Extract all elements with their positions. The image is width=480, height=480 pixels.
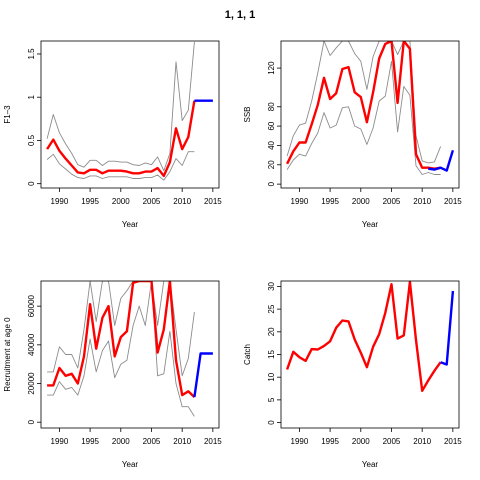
panel-3: 1990 1995 2000 2005 2010 2015 0 20000 40000 60000… [3, 280, 222, 469]
y-axis-label: Recruitment at age 0 [3, 317, 12, 392]
x-tick-label: 1990 [291, 197, 309, 206]
x-tick-label: 1995 [81, 437, 99, 446]
y-tick-label: 0.5 [27, 134, 36, 146]
plot-frame [40, 40, 220, 189]
x-tick-label: 2015 [204, 437, 222, 446]
y-tick-label: 20 [267, 160, 276, 169]
x-tick-label: 1995 [321, 437, 339, 446]
x-tick-label: 1990 [291, 437, 309, 446]
y-tick-label: 120 [267, 61, 276, 75]
x-tick-label: 2015 [444, 197, 462, 206]
x-tick-label: 2010 [413, 197, 431, 206]
series-line-estimate [285, 281, 442, 392]
x-tick-label: 2000 [352, 197, 370, 206]
x-tick-label: 2005 [383, 437, 401, 446]
y-tick-label: 0 [267, 181, 276, 186]
series-line-upper [47, 281, 195, 377]
y-tick-label: 20000 [27, 372, 36, 395]
x-tick-label: 1990 [51, 197, 69, 206]
x-tick-label: 2000 [112, 197, 130, 206]
y-tick-label: 1 [27, 94, 36, 99]
x-tick-label: 2015 [204, 197, 222, 206]
x-tick-label: 2000 [352, 437, 370, 446]
y-tick-label: 1.5 [27, 48, 36, 60]
x-tick-label: 1995 [321, 197, 339, 206]
x-tick-label: 2005 [143, 437, 161, 446]
x-tick-label: 2010 [173, 197, 191, 206]
panel-2: 1990 1995 2000 2005 2010 2015 0 20 40 60 80 120 Year… [243, 40, 462, 229]
x-tick-label: 1995 [81, 197, 99, 206]
y-tick-label: 5 [267, 397, 276, 402]
plot-frame [40, 280, 220, 429]
x-tick-label: 2010 [173, 437, 191, 446]
x-tick-label: 2000 [112, 437, 130, 446]
series-line-upper [286, 41, 442, 164]
y-axis-label: F1–3 [3, 105, 12, 124]
y-axis-label: Catch [243, 344, 252, 365]
series-line-projection [428, 149, 455, 172]
x-tick-label: 2005 [383, 197, 401, 206]
series-line-projection [440, 290, 455, 366]
y-tick-label: 0 [27, 419, 36, 424]
y-tick-label: 60000 [27, 294, 36, 317]
y-tick-label: 40000 [27, 333, 36, 356]
series-line-estimate [286, 41, 441, 170]
y-tick-label: 0 [267, 420, 276, 425]
y-tick-label: 20 [267, 327, 276, 336]
y-axis-label: SSB [243, 106, 252, 122]
x-tick-label: 1990 [51, 437, 69, 446]
y-tick-label: 15 [267, 350, 276, 359]
x-tick-label: 2010 [413, 437, 431, 446]
y-tick-label: 30 [267, 281, 276, 290]
series-line-lower [46, 151, 195, 181]
x-axis-label: Year [122, 220, 139, 229]
panel-1: 1990 1995 2000 2005 2010 2015 0 0.5 1 1.5 Year F1–3 [3, 40, 222, 229]
y-tick-label: 10 [267, 372, 276, 381]
series-line-projection [193, 352, 213, 398]
x-tick-label: 2005 [143, 197, 161, 206]
series-line-upper [46, 41, 195, 172]
y-tick-label: 40 [267, 140, 276, 149]
x-axis-label: Year [362, 460, 379, 469]
series-line-lower [47, 281, 195, 417]
y-tick-label: 80 [267, 102, 276, 111]
x-axis-label: Year [122, 460, 139, 469]
plot-frame [280, 40, 460, 189]
y-tick-label: 60 [267, 121, 276, 130]
x-tick-label: 2015 [444, 437, 462, 446]
y-tick-label: 25 [267, 304, 276, 313]
panel-4: 1990 1995 2000 2005 2010 2015 0 5 10 15 20 25 30 Year… [243, 280, 462, 469]
series-line-estimate [47, 281, 196, 398]
x-axis-label: Year [362, 220, 379, 229]
series-line-estimate [46, 100, 196, 178]
y-tick-label: 0 [27, 181, 36, 186]
page-title: 1, 1, 1 [224, 9, 256, 21]
